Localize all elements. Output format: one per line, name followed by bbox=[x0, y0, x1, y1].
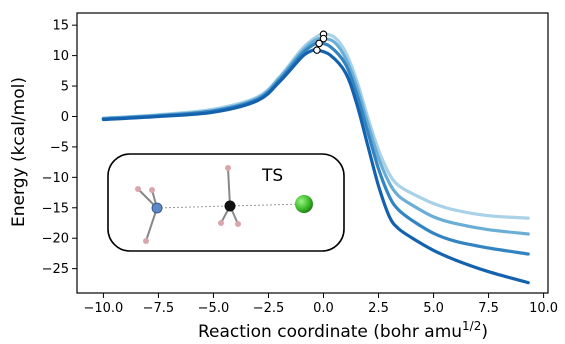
hydrogen-atom bbox=[218, 220, 224, 226]
y-tick-label: 0 bbox=[61, 110, 69, 125]
x-tick-label: 7.5 bbox=[478, 301, 499, 316]
x-tick-label: −7.5 bbox=[143, 301, 175, 316]
breaking-bond bbox=[229, 203, 304, 207]
y-axis-title: Energy (kcal/mol) bbox=[9, 77, 29, 227]
y-tick-label: −25 bbox=[42, 262, 69, 277]
y-tick-label: −15 bbox=[42, 201, 69, 216]
y-tick-label: 15 bbox=[52, 19, 69, 34]
x-tick-label: 5.0 bbox=[423, 301, 444, 316]
y-tick-label: −10 bbox=[42, 171, 69, 186]
y-tick-label: 10 bbox=[52, 49, 69, 64]
x-tick-label: −5.0 bbox=[198, 301, 230, 316]
hydrogen-atom bbox=[235, 221, 241, 227]
ts-marker-4 bbox=[313, 46, 321, 54]
x-axis-title-superscript: 1/2 bbox=[462, 319, 481, 333]
x-tick-label: −10.0 bbox=[83, 301, 123, 316]
series-layer bbox=[101, 32, 530, 285]
hydrogen-atom bbox=[149, 187, 155, 193]
nitrogen-atom bbox=[151, 202, 163, 214]
y-tick-label: −5 bbox=[50, 140, 69, 155]
ts-structure-inset: TS bbox=[107, 153, 345, 252]
x-tick-label: 10.0 bbox=[529, 301, 558, 316]
x-axis-title-main: Reaction coordinate (bohr amu bbox=[198, 322, 462, 342]
y-tick-label: 5 bbox=[61, 80, 69, 95]
ch-bond-1 bbox=[227, 167, 231, 207]
x-tick-label: −2.5 bbox=[253, 301, 285, 316]
x-axis-title-close: ) bbox=[481, 322, 488, 342]
series-line-4 bbox=[101, 48, 530, 285]
hydrogen-atom bbox=[143, 238, 149, 244]
ts-marker-3 bbox=[315, 39, 323, 48]
y-tick-label: −20 bbox=[42, 232, 69, 247]
carbon-atom bbox=[224, 200, 236, 212]
molecule-drawing bbox=[135, 165, 313, 244]
plot-frame bbox=[76, 12, 549, 294]
x-axis-ticks: −10.0 −7.5 −5.0 −2.5 0.0 2.5 5.0 7.5 10.0 bbox=[83, 293, 558, 316]
ts-marker-2 bbox=[319, 34, 328, 43]
ts-marker-layer bbox=[313, 30, 328, 54]
x-tick-label: 2.5 bbox=[368, 301, 389, 316]
hydrogen-atom bbox=[135, 186, 141, 192]
inset-label-ts: TS bbox=[261, 166, 283, 186]
nh-bond-3 bbox=[145, 207, 158, 242]
x-tick-label: 0.0 bbox=[313, 301, 334, 316]
y-axis-ticks: 15 10 5 0 −5 −10 −15 −20 −25 bbox=[42, 19, 77, 277]
hydrogen-atom bbox=[225, 165, 231, 171]
chlorine-atom bbox=[295, 195, 313, 213]
x-axis-title: Reaction coordinate (bohr amu1/2) bbox=[198, 319, 488, 342]
